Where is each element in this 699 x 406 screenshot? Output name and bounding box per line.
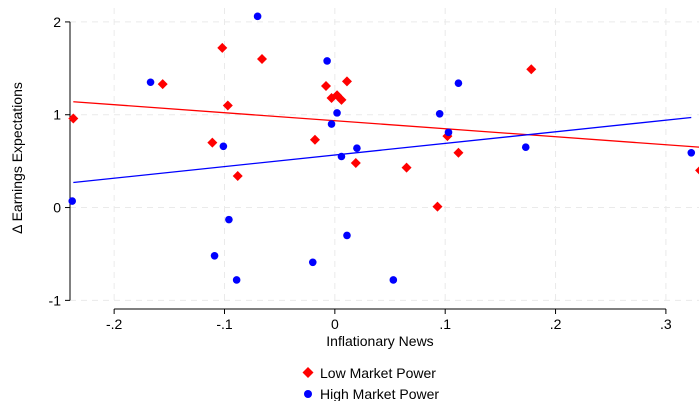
high-market-power-point: [435, 110, 444, 118]
high-market-power-point: [333, 109, 341, 117]
x-axis-label: Inflationary News: [326, 333, 433, 349]
high-market-power-point: [146, 78, 155, 87]
low-market-power-fit-line: [73, 101, 699, 148]
low-market-power-point: [207, 137, 218, 148]
high-market-power-point: [454, 79, 463, 87]
low-market-power-point: [526, 64, 537, 75]
high-market-power-fit-line: [73, 116, 692, 184]
low-market-power-point: [157, 79, 168, 90]
high-market-power-point: [210, 252, 219, 260]
high-market-power-point: [225, 215, 233, 224]
low-market-power-point: [432, 201, 443, 212]
high-market-power-point: [308, 258, 317, 267]
y-tick-label: 0: [53, 200, 61, 216]
low-market-power-point: [217, 42, 228, 53]
legend-item-low-market-power: Low Market Power: [302, 365, 436, 381]
x-tick-label: 0: [331, 316, 339, 332]
low-market-power-point: [309, 134, 320, 145]
low-market-power-point: [232, 170, 243, 181]
high-market-power-point: [687, 148, 696, 157]
high-market-power-point: [323, 57, 331, 65]
x-tick-label: -.1: [216, 316, 233, 332]
legend-marker-circle: [304, 390, 312, 398]
high-market-power-point: [343, 231, 351, 240]
high-market-power-point: [253, 12, 262, 21]
grid-lines: [70, 8, 699, 305]
low-market-power-point: [222, 100, 233, 111]
fit-lines: [73, 101, 699, 184]
x-tick-label: .3: [660, 316, 672, 332]
low-market-power-point: [350, 157, 361, 168]
low-market-power-point: [321, 80, 332, 91]
high-market-power-point: [353, 144, 361, 152]
y-axis-label: Δ Earnings Expectations: [9, 82, 25, 234]
x-tick-label: .2: [550, 316, 562, 332]
y-tick-label: 2: [53, 14, 61, 30]
low-market-power-point: [695, 166, 699, 175]
legend-label-high: High Market Power: [320, 386, 439, 401]
high-market-power-point: [68, 197, 77, 205]
high-market-power-point: [327, 120, 336, 128]
axes: -1 0 1 2 -.2 -.1 0 .1 .2 .3: [49, 14, 672, 332]
low-market-power-point: [453, 147, 464, 158]
high-market-power-point: [444, 128, 453, 137]
low-market-power-point: [257, 54, 268, 65]
high-market-power-point: [389, 276, 398, 284]
legend-item-high-market-power: High Market Power: [304, 386, 439, 402]
low-market-power-point: [401, 162, 412, 173]
high-market-power-point: [219, 142, 228, 151]
y-tick-label: -1: [49, 292, 62, 308]
legend-label-low: Low Market Power: [320, 365, 436, 381]
high-market-power-point: [232, 276, 241, 284]
high-market-power-point: [337, 152, 346, 161]
low-market-power-point: [341, 76, 352, 87]
legend: Low Market Power High Market Power: [302, 365, 439, 402]
low-market-power-point: [336, 94, 347, 105]
legend-marker-diamond: [302, 367, 314, 378]
data-points: [68, 12, 699, 284]
high-market-power-point: [521, 143, 530, 152]
x-tick-label: .1: [439, 316, 451, 332]
x-tick-label: -.2: [106, 316, 123, 332]
low-market-power-point: [68, 113, 79, 124]
y-tick-label: 1: [53, 107, 61, 123]
